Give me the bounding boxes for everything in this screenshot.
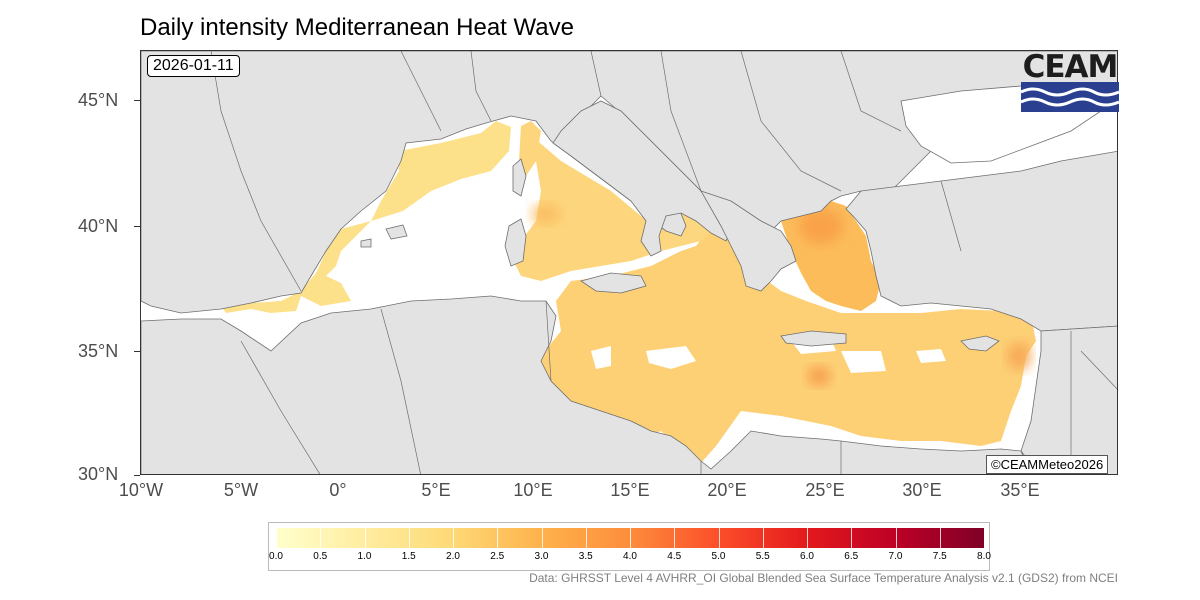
copyright-label: ©CEAMMeteo2026 — [986, 455, 1109, 474]
x-tick-label: 20°E — [707, 480, 747, 500]
y-tick-mark — [134, 475, 140, 476]
colorbar-tick-label: 4.0 — [623, 551, 637, 562]
x-tick-label: 35°E — [1000, 480, 1040, 500]
x-tick-label: 5°W — [223, 480, 259, 500]
colorbar-tick-label: 6.5 — [844, 551, 859, 562]
colorbar-tick — [276, 528, 277, 548]
y-tick-label: 40°N — [78, 216, 119, 236]
x-tick-label: 10°W — [118, 480, 164, 500]
colorbar-tick-label: 7.5 — [932, 551, 947, 562]
border-lines — [210, 51, 1117, 474]
logo-text: CEAM — [1022, 49, 1119, 85]
colorbar-tick-label: 2.0 — [446, 551, 460, 562]
x-tick-label: 30°E — [902, 480, 942, 500]
colorbar-tick-label: 5.0 — [711, 551, 726, 562]
data-source-note: Data: GHRSST Level 4 AVHRR_OI Global Ble… — [529, 571, 1118, 585]
colorbar-tick — [541, 528, 543, 548]
y-tick-label: 35°N — [78, 341, 119, 361]
x-tick-label: 15°E — [610, 480, 650, 500]
colorbar-tick — [718, 528, 720, 548]
x-tick-label: 5°E — [421, 480, 451, 500]
date-badge: 2026-01-11 — [147, 55, 240, 77]
colorbar-tick — [674, 528, 676, 548]
waves-icon — [1021, 82, 1119, 112]
colorbar-tick-label: 8.0 — [977, 551, 991, 562]
colorbar-tick-label: 0.5 — [313, 551, 328, 562]
colorbar-tick — [453, 528, 454, 548]
colorbar-tick — [630, 528, 631, 548]
colorbar-tick-label: 3.0 — [534, 551, 549, 562]
colorbar-tick-label: 5.5 — [755, 551, 770, 562]
x-tick-label: 25°E — [805, 480, 845, 500]
y-tick-mark — [134, 351, 140, 352]
colorbar-tick-label: 3.5 — [578, 551, 593, 562]
land-masses — [141, 51, 1117, 474]
colorbar-tick — [497, 528, 499, 548]
colorbar-tick-label: 2.5 — [490, 551, 505, 562]
colorbar-tick-label: 0.0 — [269, 551, 283, 562]
colorbar-tick-label: 4.5 — [667, 551, 682, 562]
y-tick-mark — [134, 226, 140, 227]
colorbar-tick-label: 1.5 — [401, 551, 416, 562]
colorbar-tick — [939, 528, 941, 548]
colorbar-tick — [762, 528, 764, 548]
colorbar-legend — [268, 522, 990, 571]
map-panel[interactable] — [140, 50, 1118, 475]
colorbar-tick — [984, 528, 985, 548]
page-title: Daily intensity Mediterranean Heat Wave — [140, 14, 574, 41]
ceam-logo: CEAM — [1021, 52, 1119, 112]
colorbar-tick — [851, 528, 853, 548]
colorbar-tick-label: 6.0 — [800, 551, 814, 562]
colorbar-tick — [807, 528, 808, 548]
y-tick-label: 45°N — [78, 90, 119, 110]
colorbar-tick — [585, 528, 587, 548]
colorbar-tick — [895, 528, 897, 548]
colorbar-tick — [320, 528, 322, 548]
x-tick-label: 10°E — [513, 480, 553, 500]
colorbar-tick-label: 1.0 — [357, 551, 372, 562]
x-tick-label: 0° — [329, 480, 347, 500]
map-svg — [141, 51, 1117, 474]
y-tick-mark — [134, 100, 140, 101]
colorbar-tick-label: 7.0 — [888, 551, 903, 562]
intensity-field — [221, 121, 1036, 463]
colorbar-tick — [364, 528, 366, 548]
colorbar-tick — [408, 528, 410, 548]
y-tick-label: 30°N — [78, 464, 119, 484]
